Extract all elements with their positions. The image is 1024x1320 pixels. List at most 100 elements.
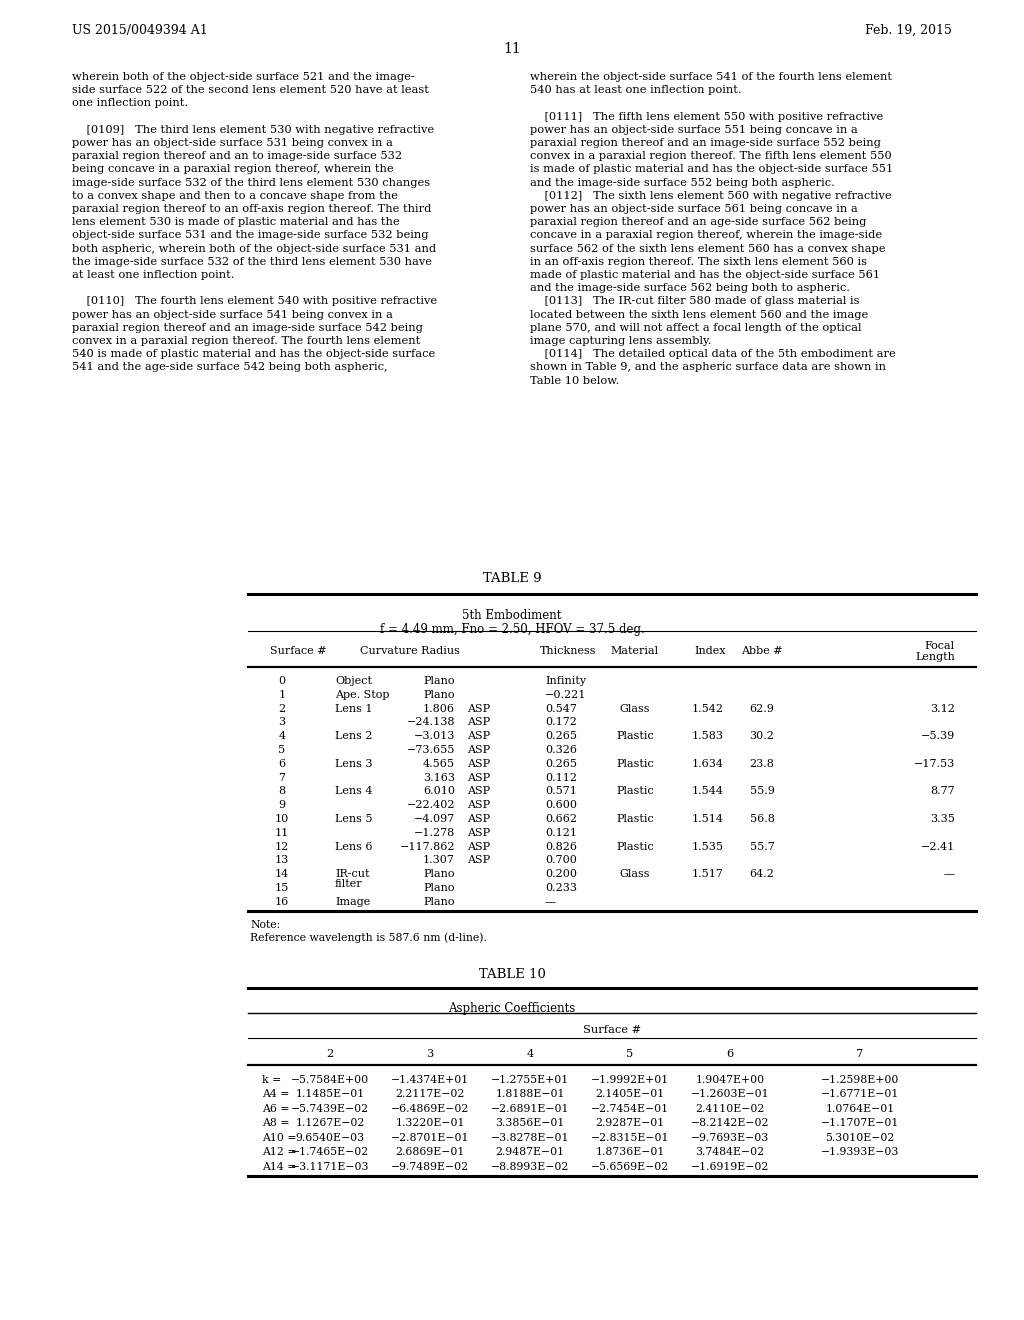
Text: 11: 11 <box>503 42 521 55</box>
Text: ASP: ASP <box>467 855 490 866</box>
Text: convex in a paraxial region thereof. The fourth lens element: convex in a paraxial region thereof. The… <box>72 337 420 346</box>
Text: −1.9992E+01: −1.9992E+01 <box>591 1074 669 1085</box>
Text: 3: 3 <box>426 1049 433 1059</box>
Text: and the image-side surface 562 being both to aspheric.: and the image-side surface 562 being bot… <box>530 284 850 293</box>
Text: −17.53: −17.53 <box>913 759 955 768</box>
Text: 64.2: 64.2 <box>750 869 774 879</box>
Text: 1.514: 1.514 <box>692 814 724 824</box>
Text: 1.8736E−01: 1.8736E−01 <box>595 1147 665 1158</box>
Text: 5.3010E−02: 5.3010E−02 <box>825 1133 895 1143</box>
Text: 5: 5 <box>627 1049 634 1059</box>
Text: to a convex shape and then to a concave shape from the: to a convex shape and then to a concave … <box>72 191 398 201</box>
Text: −9.7693E−03: −9.7693E−03 <box>691 1133 769 1143</box>
Text: A10 =: A10 = <box>262 1133 297 1143</box>
Text: ASP: ASP <box>467 828 490 838</box>
Text: Plano: Plano <box>424 690 455 700</box>
Text: Plano: Plano <box>424 883 455 894</box>
Text: 1.806: 1.806 <box>423 704 455 714</box>
Text: 9: 9 <box>279 800 286 810</box>
Text: 0.265: 0.265 <box>545 759 577 768</box>
Text: [0109]   The third lens element 530 with negative refractive: [0109] The third lens element 530 with n… <box>72 125 434 135</box>
Text: 6: 6 <box>726 1049 733 1059</box>
Text: concave in a paraxial region thereof, wherein the image-side: concave in a paraxial region thereof, wh… <box>530 231 882 240</box>
Text: ASP: ASP <box>467 704 490 714</box>
Text: image capturing lens assembly.: image capturing lens assembly. <box>530 337 712 346</box>
Text: [0112]   The sixth lens element 560 with negative refractive: [0112] The sixth lens element 560 with n… <box>530 191 892 201</box>
Text: power has an object-side surface 531 being convex in a: power has an object-side surface 531 bei… <box>72 139 393 148</box>
Text: 0.121: 0.121 <box>545 828 577 838</box>
Text: 2.4110E−02: 2.4110E−02 <box>695 1104 765 1114</box>
Text: 9.6540E−03: 9.6540E−03 <box>296 1133 365 1143</box>
Text: −1.7465E−02: −1.7465E−02 <box>291 1147 369 1158</box>
Text: 0.662: 0.662 <box>545 814 577 824</box>
Text: Image: Image <box>335 896 371 907</box>
Text: 0.265: 0.265 <box>545 731 577 742</box>
Text: Index: Index <box>694 645 726 656</box>
Text: Reference wavelength is 587.6 nm (d-line).: Reference wavelength is 587.6 nm (d-line… <box>250 933 486 944</box>
Text: 0.326: 0.326 <box>545 744 577 755</box>
Text: 2.2117E−02: 2.2117E−02 <box>395 1089 465 1100</box>
Text: 7: 7 <box>279 772 286 783</box>
Text: Plano: Plano <box>424 869 455 879</box>
Text: −1.6919E−02: −1.6919E−02 <box>691 1162 769 1172</box>
Text: A4 =: A4 = <box>262 1089 290 1100</box>
Text: 13: 13 <box>274 855 289 866</box>
Text: IR-cut: IR-cut <box>335 869 370 879</box>
Text: 1.544: 1.544 <box>692 787 724 796</box>
Text: Plastic: Plastic <box>616 759 654 768</box>
Text: Lens 6: Lens 6 <box>335 842 373 851</box>
Text: Thickness: Thickness <box>540 645 597 656</box>
Text: 16: 16 <box>274 896 289 907</box>
Text: k =: k = <box>262 1074 282 1085</box>
Text: —: — <box>944 869 955 879</box>
Text: 1.1485E−01: 1.1485E−01 <box>295 1089 365 1100</box>
Text: in an off-axis region thereof. The sixth lens element 560 is: in an off-axis region thereof. The sixth… <box>530 257 867 267</box>
Text: −3.013: −3.013 <box>414 731 455 742</box>
Text: surface 562 of the sixth lens element 560 has a convex shape: surface 562 of the sixth lens element 56… <box>530 244 886 253</box>
Text: 0.172: 0.172 <box>545 717 577 727</box>
Text: −5.39: −5.39 <box>921 731 955 742</box>
Text: 0.112: 0.112 <box>545 772 577 783</box>
Text: f = 4.49 mm, Fno = 2.50, HFOV = 37.5 deg.: f = 4.49 mm, Fno = 2.50, HFOV = 37.5 deg… <box>380 623 644 636</box>
Text: 8.77: 8.77 <box>931 787 955 796</box>
Text: Plastic: Plastic <box>616 787 654 796</box>
Text: −0.221: −0.221 <box>545 690 587 700</box>
Text: —: — <box>545 896 556 907</box>
Text: Lens 4: Lens 4 <box>335 787 373 796</box>
Text: −3.1171E−03: −3.1171E−03 <box>291 1162 370 1172</box>
Text: 540 is made of plastic material and has the object-side surface: 540 is made of plastic material and has … <box>72 350 435 359</box>
Text: −2.8315E−01: −2.8315E−01 <box>591 1133 670 1143</box>
Text: 0.826: 0.826 <box>545 842 577 851</box>
Text: 6.010: 6.010 <box>423 787 455 796</box>
Text: ASP: ASP <box>467 772 490 783</box>
Text: 7: 7 <box>856 1049 863 1059</box>
Text: being concave in a paraxial region thereof, wherein the: being concave in a paraxial region there… <box>72 165 393 174</box>
Text: paraxial region thereof and an age-side surface 562 being: paraxial region thereof and an age-side … <box>530 218 866 227</box>
Text: 3.163: 3.163 <box>423 772 455 783</box>
Text: Aspheric Coefficients: Aspheric Coefficients <box>449 1002 575 1015</box>
Text: plane 570, and will not affect a focal length of the optical: plane 570, and will not affect a focal l… <box>530 323 861 333</box>
Text: [0110]   The fourth lens element 540 with positive refractive: [0110] The fourth lens element 540 with … <box>72 297 437 306</box>
Text: side surface 522 of the second lens element 520 have at least: side surface 522 of the second lens elem… <box>72 86 429 95</box>
Text: power has an object-side surface 551 being concave in a: power has an object-side surface 551 bei… <box>530 125 858 135</box>
Text: Surface #: Surface # <box>583 1024 641 1035</box>
Text: [0114]   The detailed optical data of the 5th embodiment are: [0114] The detailed optical data of the … <box>530 350 896 359</box>
Text: 2.1405E−01: 2.1405E−01 <box>595 1089 665 1100</box>
Text: 3: 3 <box>279 717 286 727</box>
Text: 0.200: 0.200 <box>545 869 577 879</box>
Text: Plastic: Plastic <box>616 814 654 824</box>
Text: convex in a paraxial region thereof. The fifth lens element 550: convex in a paraxial region thereof. The… <box>530 152 892 161</box>
Text: 55.7: 55.7 <box>750 842 774 851</box>
Text: 0.600: 0.600 <box>545 800 577 810</box>
Text: 1.1267E−02: 1.1267E−02 <box>295 1118 365 1129</box>
Text: 3.35: 3.35 <box>930 814 955 824</box>
Text: −4.097: −4.097 <box>414 814 455 824</box>
Text: 1.3220E−01: 1.3220E−01 <box>395 1118 465 1129</box>
Text: −1.2755E+01: −1.2755E+01 <box>490 1074 569 1085</box>
Text: wherein both of the object-side surface 521 and the image-: wherein both of the object-side surface … <box>72 73 415 82</box>
Text: 2.9287E−01: 2.9287E−01 <box>595 1118 665 1129</box>
Text: 1.535: 1.535 <box>692 842 724 851</box>
Text: 541 and the age-side surface 542 being both aspheric,: 541 and the age-side surface 542 being b… <box>72 363 388 372</box>
Text: −2.7454E−01: −2.7454E−01 <box>591 1104 669 1114</box>
Text: −1.9393E−03: −1.9393E−03 <box>821 1147 899 1158</box>
